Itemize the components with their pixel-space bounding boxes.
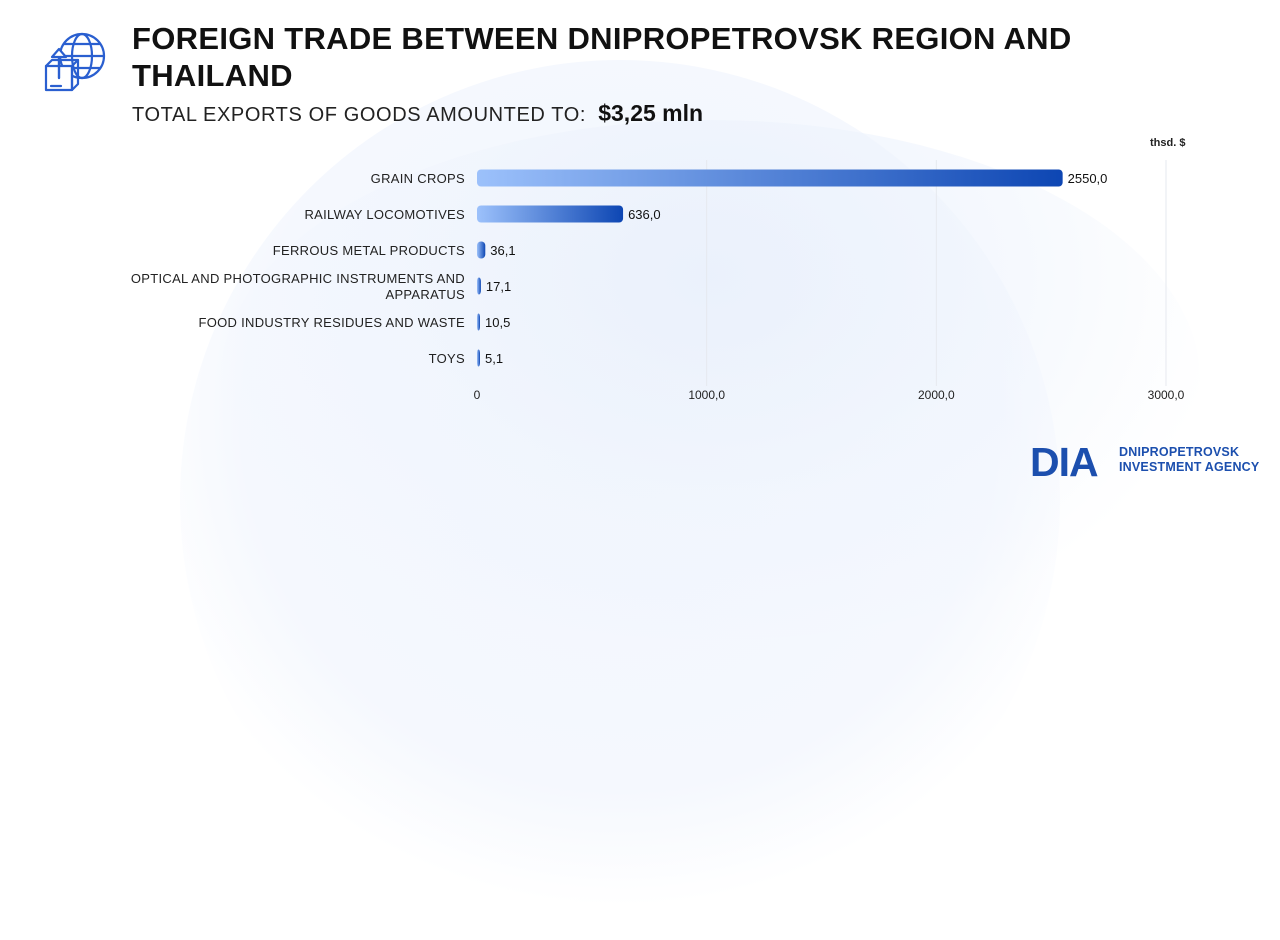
brand-line-1: DNIPROPETROVSK [1119,445,1240,459]
y-category-label: GRAIN CROPS [371,171,465,186]
dia-logo-mark: DIA [1030,440,1099,480]
bar-chart: 0 1000,0 2000,0 3000,0 2550,0 GRAIN CROPS 636,… [131,160,1185,402]
label-layer: 0 1000,0 2000,0 3000,0 2550,0 GRAIN CROPS 636,… [131,171,1185,402]
y-category-label: FERROUS METAL PRODUCTS [273,243,465,258]
data-label: 2550,0 [1068,171,1108,186]
bar [477,169,1063,187]
x-tick-label: 0 [474,388,481,402]
bar-layer [477,169,1063,367]
y-category-label: RAILWAY LOCOMOTIVES [304,207,465,222]
logo-text: DIA [1030,440,1098,480]
globe-export-icon [44,32,106,92]
bar [477,349,480,367]
data-label: 5,1 [485,351,503,366]
bar [477,241,486,259]
subtitle: TOTAL EXPORTS OF GOODS AMOUNTED TO: $3,2… [132,100,703,127]
x-tick-label: 1000,0 [688,388,725,402]
grid-layer [706,160,1167,386]
brand-name: DNIPROPETROVSK INVESTMENT AGENCY [1119,445,1259,475]
bar [477,313,480,331]
bar [477,277,481,295]
subtitle-label: TOTAL EXPORTS OF GOODS AMOUNTED TO: [132,104,587,126]
total-exports-value: $3,25 mln [598,100,704,126]
y-category-label: OPTICAL AND PHOTOGRAPHIC INSTRUMENTS AND [131,271,465,286]
x-tick-label: 2000,0 [918,388,955,402]
brand-line-2: INVESTMENT AGENCY [1119,460,1260,474]
data-label: 36,1 [490,243,515,258]
bar [477,205,624,223]
data-label: 10,5 [485,315,510,330]
unit-label: thsd. $ [1150,137,1186,149]
y-category-label: TOYS [429,351,465,366]
data-label: 636,0 [628,207,661,222]
data-label: 17,1 [486,279,511,294]
brand-logo: DIA DNIPROPETROVSK INVESTMENT AGENCY [1030,440,1259,480]
y-category-label: APPARATUS [385,287,465,302]
x-tick-label: 3000,0 [1148,388,1185,402]
page-title: FOREIGN TRADE BETWEEN DNIPROPETROVSK REG… [132,21,1072,93]
y-category-label: FOOD INDUSTRY RESIDUES AND WASTE [198,315,465,330]
